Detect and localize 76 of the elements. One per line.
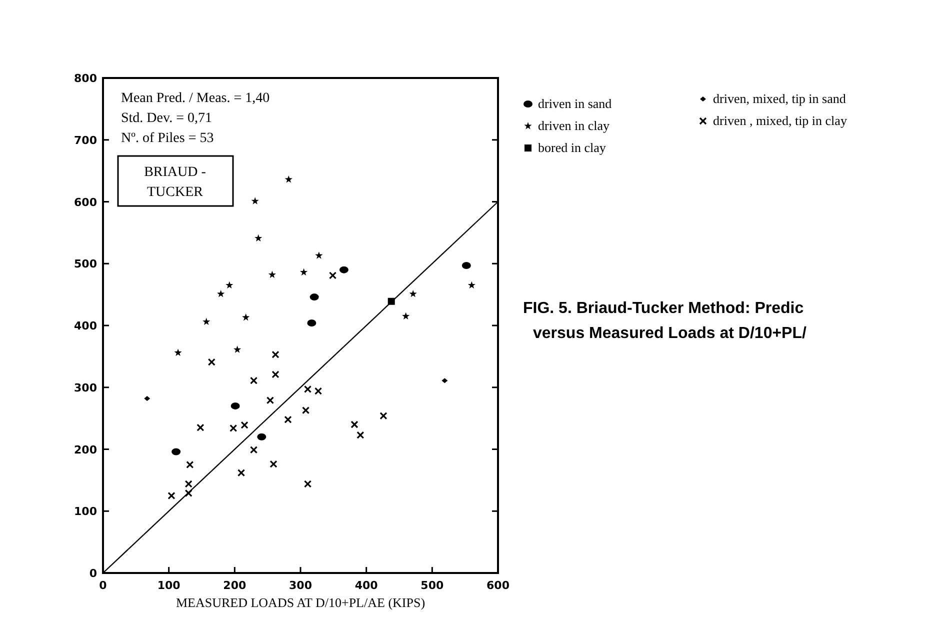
legend-label: driven, mixed, tip in sand — [713, 91, 846, 106]
x-tick-label: 400 — [354, 579, 378, 592]
point — [302, 406, 310, 414]
point — [462, 262, 471, 269]
y-tick-label: 200 — [74, 443, 98, 456]
point — [240, 421, 248, 429]
point — [230, 424, 238, 432]
legend-label: driven , mixed, tip in clay — [713, 113, 848, 128]
point — [328, 272, 337, 280]
point — [186, 460, 194, 469]
point — [184, 480, 192, 488]
x-tick-label: 500 — [420, 579, 444, 592]
text-box: BRIAUD - TUCKER — [117, 155, 234, 207]
point — [268, 270, 276, 278]
x-tick-label: 0 — [99, 579, 108, 592]
point — [174, 348, 182, 356]
point — [226, 281, 234, 289]
annotation: Mean Pred. / Meas. = 1,40 — [121, 91, 270, 106]
legend-label: driven in clay — [538, 118, 610, 133]
point — [409, 290, 417, 298]
point — [230, 402, 240, 410]
point — [257, 433, 266, 440]
point — [307, 320, 316, 327]
x-tick-label: 200 — [223, 579, 246, 592]
point — [272, 370, 280, 378]
point — [208, 358, 216, 366]
point — [339, 266, 348, 274]
point — [266, 396, 274, 404]
point — [254, 234, 262, 242]
point — [270, 460, 278, 468]
point — [272, 350, 280, 358]
point — [202, 318, 210, 326]
annotation: Nº. of Piles = 53 — [121, 131, 214, 146]
legend-label: driven in sand — [538, 96, 612, 111]
annotation: BRIAUD - TUCKER — [144, 165, 206, 200]
point — [196, 424, 204, 432]
point — [314, 387, 322, 395]
point — [284, 416, 292, 424]
point — [184, 489, 192, 497]
y-tick-label: 700 — [74, 134, 98, 147]
point — [468, 281, 476, 289]
y-tick-label: 800 — [74, 72, 98, 85]
annotation: Std. Dev. = 0,71 — [121, 111, 212, 126]
point — [251, 197, 259, 204]
point — [300, 268, 308, 276]
y-tick-label: 500 — [74, 258, 98, 271]
point — [250, 446, 258, 454]
point — [168, 492, 176, 500]
point — [402, 312, 410, 320]
text: FIG. 5. Briaud-Tucker Method: Predic versus Measured Loads at D/10+PL/ — [523, 300, 807, 342]
point — [284, 175, 292, 183]
point — [304, 385, 312, 394]
legend-label: bored in clay — [538, 140, 606, 155]
point — [217, 290, 225, 298]
point — [310, 294, 319, 301]
y-tick-label: 600 — [74, 196, 98, 209]
point — [442, 378, 448, 384]
x-tick-label: 600 — [486, 579, 510, 592]
x-tick-label: 100 — [157, 579, 181, 592]
point — [242, 313, 250, 321]
y-tick-label: 100 — [74, 505, 98, 518]
y-tick-label: 0 — [89, 567, 98, 580]
point — [233, 346, 242, 353]
x-tick-label: 300 — [289, 579, 312, 592]
y-tick-label: 400 — [74, 320, 98, 332]
point — [304, 480, 312, 488]
point — [350, 420, 358, 428]
point — [250, 376, 258, 384]
x-axis-title: MEASURED LOADS AT D/10+PL/AE (KIPS) — [176, 595, 426, 610]
point — [172, 448, 181, 456]
point — [380, 412, 388, 420]
point — [315, 252, 323, 259]
point — [356, 431, 364, 439]
y-tick-label: 300 — [74, 381, 98, 394]
point — [144, 396, 150, 402]
point — [237, 468, 246, 477]
